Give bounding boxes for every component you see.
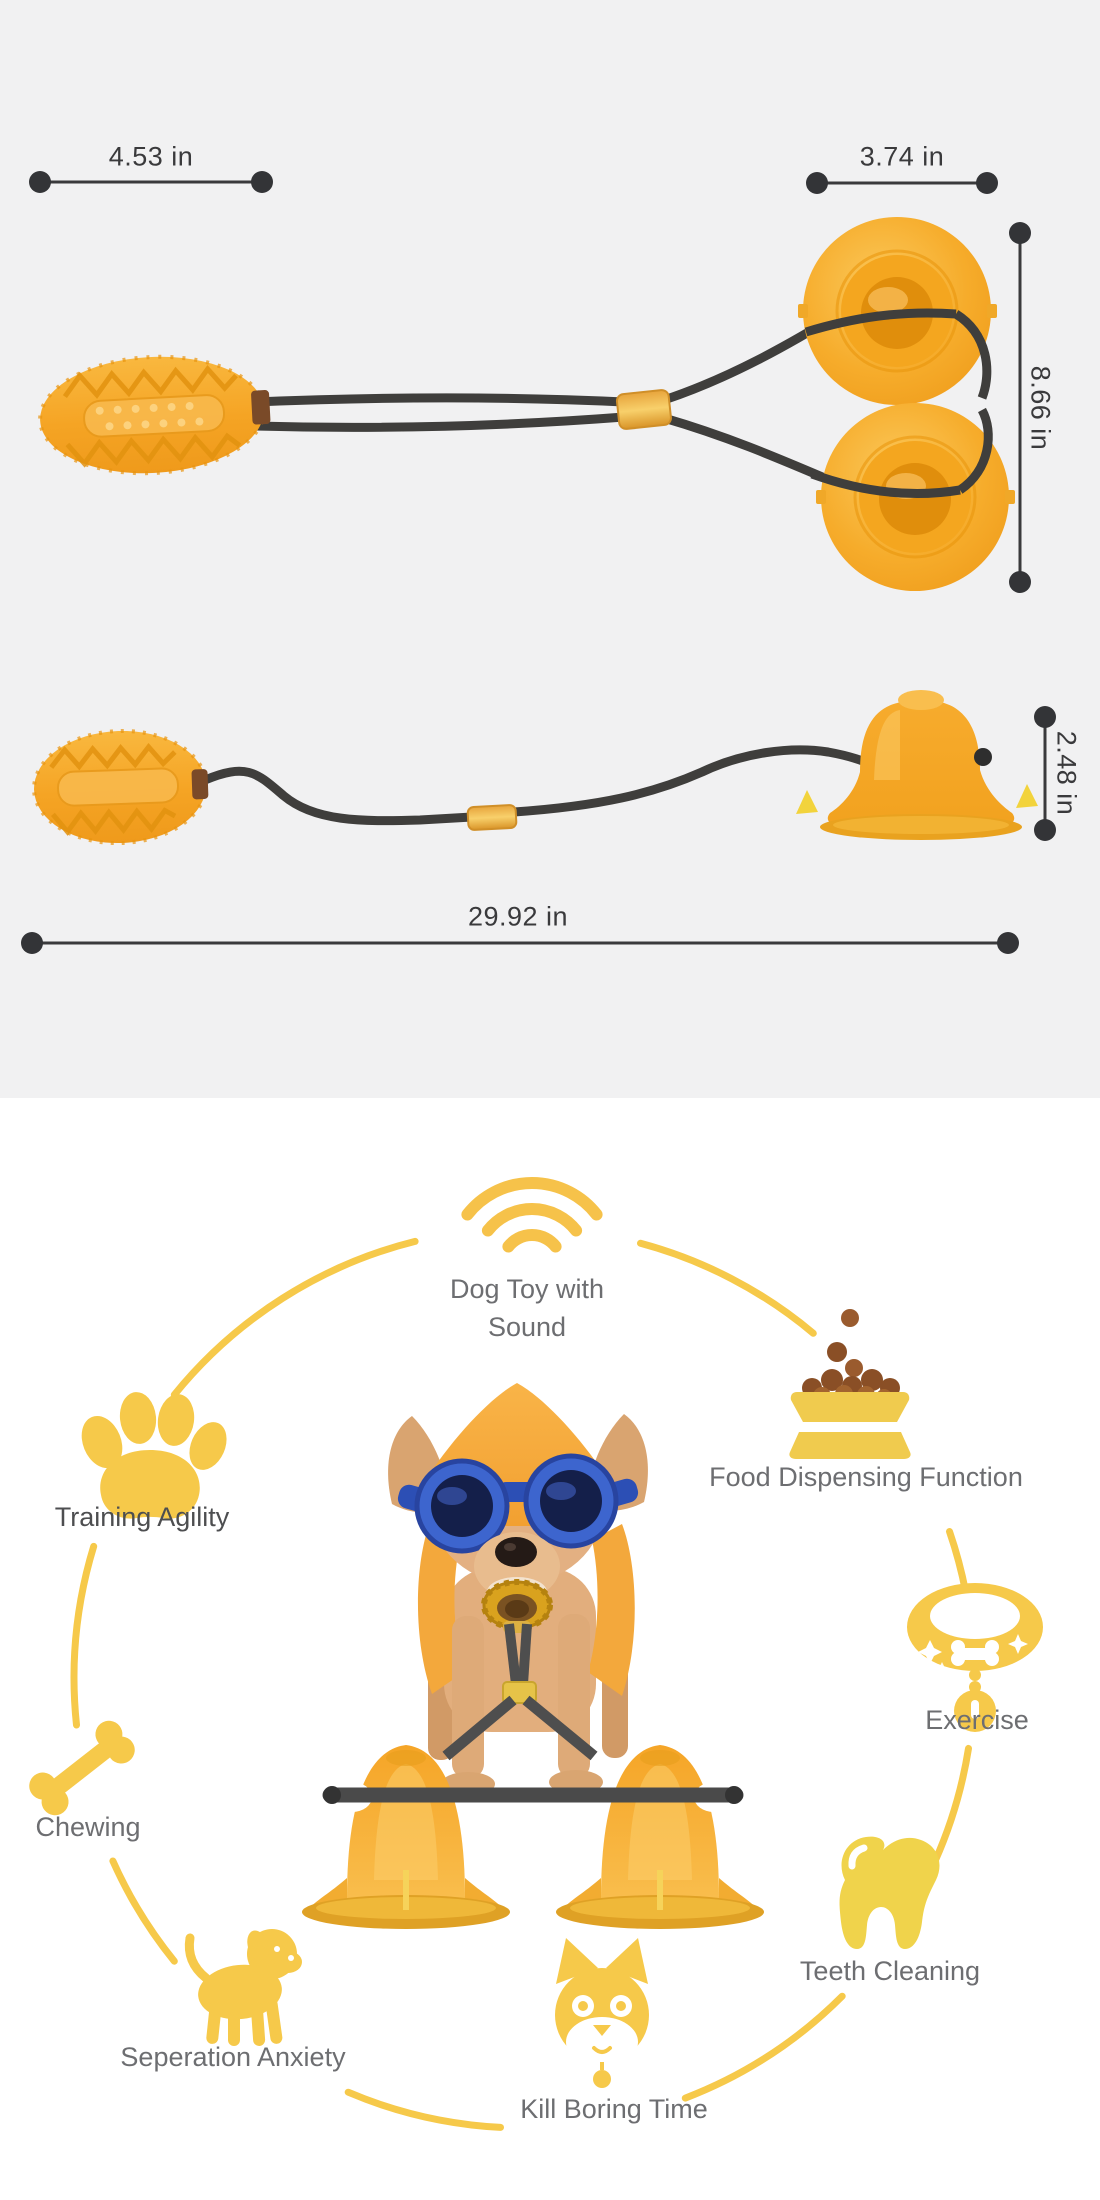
food-bowl-icon [789,1309,911,1459]
dog-face-icon [555,1938,649,2088]
feature-label-training-agility: Training Agility [54,1502,230,1533]
rope-sleeve-side-view [466,804,518,831]
feature-label-seperation-anxiety: Seperation Anxiety [120,2042,346,2073]
suction-cup-side-view [796,690,1038,840]
dog-collar-icon [907,1583,1043,1732]
dimension-label-double-cup-span: 8.66 in [1025,365,1056,451]
chew-stick-side-view [32,728,209,846]
wheel-arc-segments [70,1237,972,2131]
dimension-diagram [0,0,1100,1098]
feature-label-teeth-cleaning: Teeth Cleaning [799,1956,981,1987]
product-photo-dog [302,1383,764,1929]
dog-goggles [397,1453,639,1554]
feature-wheel [29,1177,1043,2131]
feature-label-exercise: Exercise [925,1705,1029,1736]
tooth-icon [839,1836,940,1949]
rope-sleeve-top-view [615,389,672,430]
dimension-label-cup-diameter: 3.74 in [859,141,945,172]
feature-label-sound: Dog Toy with Sound [449,1274,605,1342]
dimension-label-cup-height: 2.48 in [1051,730,1082,816]
product-top-view [38,217,1015,591]
dimension-label-toy-width: 4.53 in [108,141,194,172]
dimension-label-overall-length: 29.92 in [467,901,569,932]
puppy-icon [184,1929,302,2046]
feature-label-food-dispensing: Food Dispensing Function [709,1462,1023,1493]
dimension-dots [21,171,1056,954]
paw-icon [81,1392,227,1519]
chew-stick-top-view [38,354,271,476]
rope-sleeve-photo [502,1681,537,1704]
bone-icon [29,1720,135,1816]
feature-label-kill-boring-time: Kill Boring Time [520,2094,708,2125]
dimension-lines [32,180,1047,945]
feature-label-chewing: Chewing [35,1812,141,1843]
sound-waves-icon [461,1177,603,1253]
product-side-view [32,690,1038,846]
